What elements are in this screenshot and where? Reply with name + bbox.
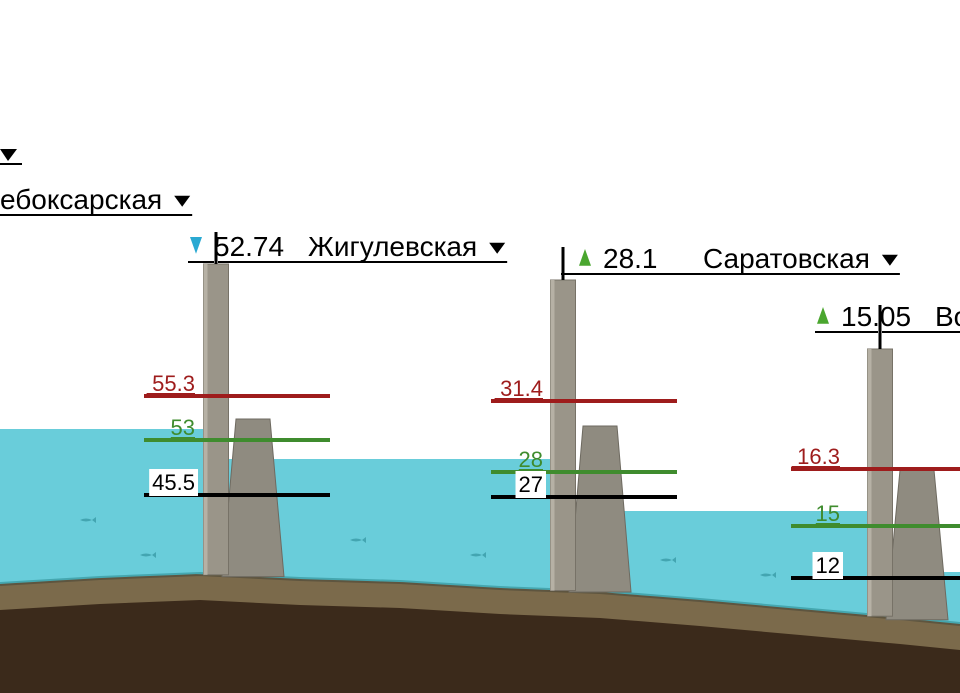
intake-zhigulevskaya <box>569 426 631 592</box>
current-value-zhigulevskaya: 28.1 <box>603 243 658 274</box>
level-label-cheboksarskaya-2: 45.5 <box>152 470 195 495</box>
level-label-saratovskaya-1: 15 <box>816 501 840 526</box>
svg-text:ебоксарская: ебоксарская <box>0 184 162 215</box>
tower-highlight-zhigulevskaya <box>551 280 555 591</box>
chevron-down-icon <box>489 243 505 254</box>
chevron-down-icon <box>882 255 898 266</box>
trend-down-icon <box>190 237 202 254</box>
level-label-zhigulevskaya-2: 27 <box>519 472 543 497</box>
chevron-down-icon <box>174 196 190 207</box>
level-label-cheboksarskaya-0: 55.3 <box>152 371 195 396</box>
trend-up-icon <box>817 307 829 324</box>
level-label-zhigulevskaya-1: 28 <box>519 447 543 472</box>
svg-text:Саратовская: Саратовская <box>703 243 870 274</box>
trend-up-icon <box>579 249 591 266</box>
level-label-cheboksarskaya-1: 53 <box>171 415 195 440</box>
intake-cheboksarskaya <box>222 419 284 577</box>
chart-svg: 55.3 53 45.5 52.74 Жигулевская 31.4 2827 28.1 Са… <box>0 0 960 693</box>
dam-selector-cheboksarskaya-partial[interactable]: ебоксарская <box>0 184 190 215</box>
tower-highlight-cheboksarskaya <box>204 264 208 575</box>
level-label-saratovskaya-0: 16.3 <box>797 444 840 469</box>
intake-saratovskaya <box>886 470 948 620</box>
water-segment-0 <box>0 429 216 584</box>
current-value-saratovskaya: 15.05 <box>841 301 911 332</box>
svg-text:Вол: Вол <box>935 301 960 332</box>
current-value-cheboksarskaya: 52.74 <box>214 231 284 262</box>
svg-text:Жигулевская: Жигулевская <box>308 231 477 262</box>
diagram-stage: 55.3 53 45.5 52.74 Жигулевская 31.4 2827 28.1 Са… <box>0 0 960 693</box>
dam-selector-cheboksarskaya[interactable]: Жигулевская <box>308 231 505 262</box>
dam-selector-saratovskaya[interactable]: Вол <box>935 301 960 332</box>
chevron-down-icon <box>0 149 17 161</box>
level-label-saratovskaya-2: 12 <box>816 553 840 578</box>
dam-selector-zhigulevskaya[interactable]: Саратовская <box>703 243 898 274</box>
level-label-zhigulevskaya-0: 31.4 <box>500 376 543 401</box>
